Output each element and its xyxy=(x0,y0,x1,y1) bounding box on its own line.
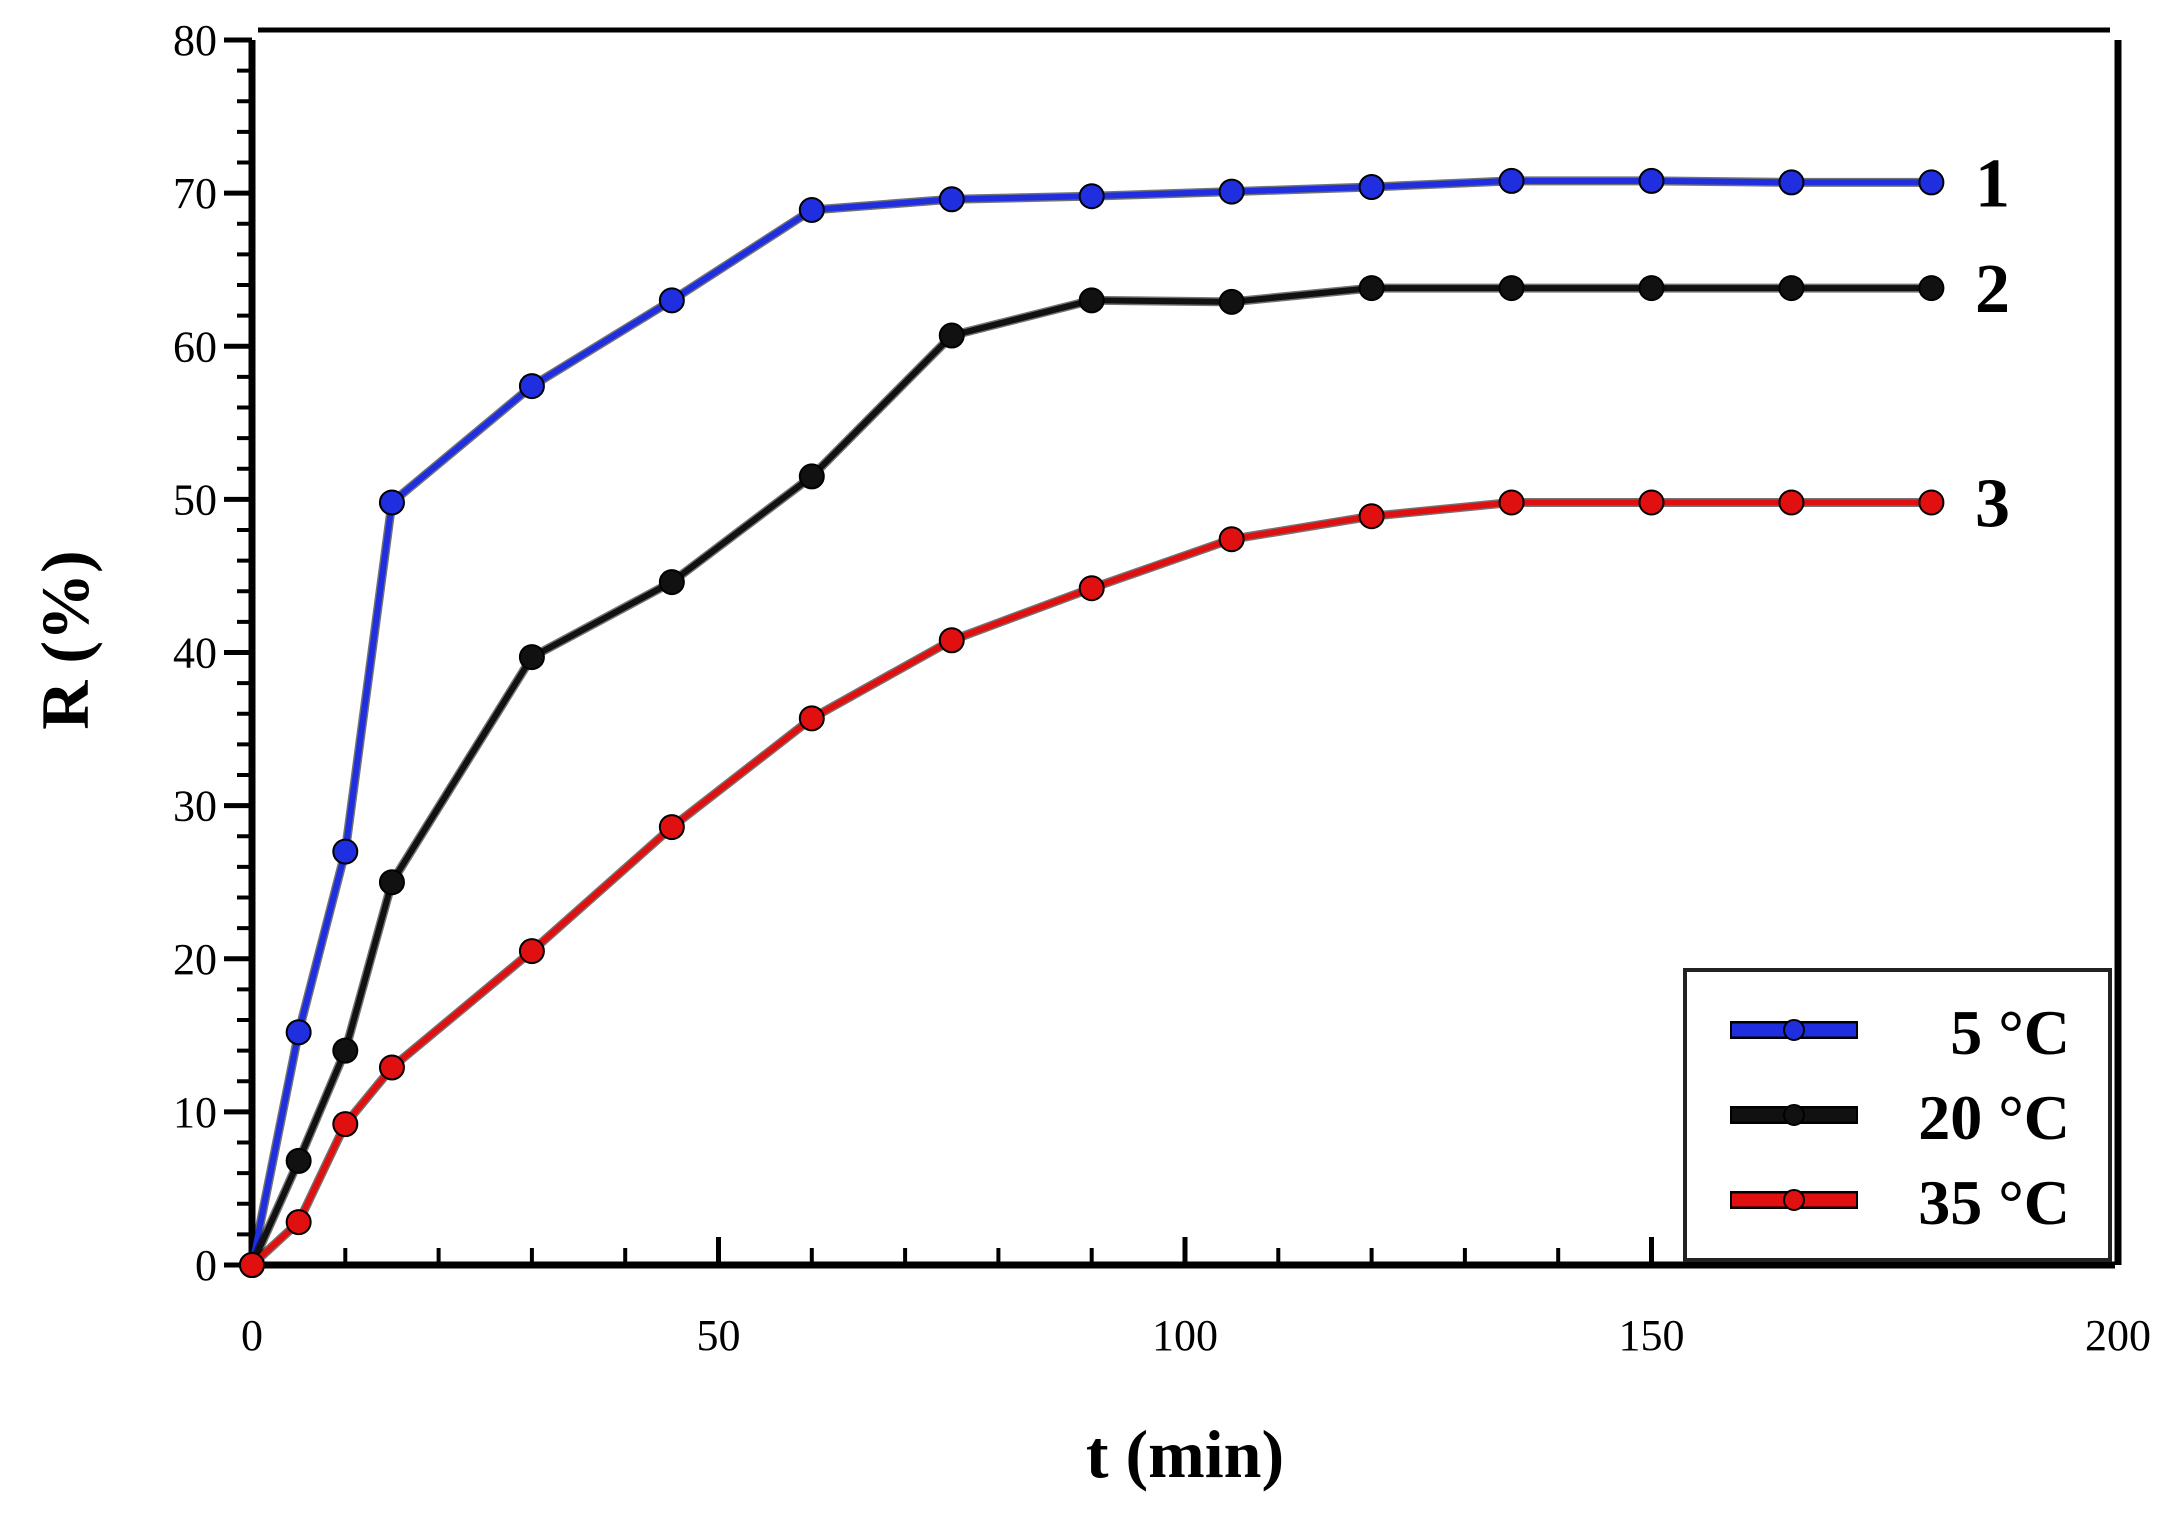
x-tick-label: 150 xyxy=(1619,1311,1685,1360)
curve-label-1: 1 xyxy=(1975,145,2010,222)
y-tick-label: 60 xyxy=(173,322,217,371)
series-layer xyxy=(239,167,1945,1278)
legend: 5 °C 20 °C 35 °C xyxy=(1683,968,2112,1262)
data-point xyxy=(518,373,545,400)
data-point xyxy=(378,1054,405,1081)
data-point xyxy=(1918,489,1945,516)
legend-entry: 5 °C xyxy=(1730,997,2070,1068)
data-point xyxy=(378,489,405,516)
y-tick-label: 40 xyxy=(173,629,217,678)
curve-labels: 1 2 3 xyxy=(1975,145,2010,542)
axis-ticks xyxy=(224,37,2121,1268)
y-tick-label: 80 xyxy=(173,16,217,65)
data-point xyxy=(798,196,825,223)
data-point xyxy=(1638,489,1665,516)
legend-marker xyxy=(1783,1019,1805,1041)
data-point xyxy=(1918,169,1945,196)
legend-label: 20 °C xyxy=(1918,1082,2070,1153)
x-tick-label: 50 xyxy=(697,1311,741,1360)
legend-marker xyxy=(1783,1189,1805,1211)
data-point xyxy=(798,463,825,490)
data-point xyxy=(1078,287,1105,314)
data-point xyxy=(1778,489,1805,516)
series-3 xyxy=(239,489,1945,1278)
y-tick-label: 70 xyxy=(173,169,217,218)
data-point xyxy=(1358,503,1385,530)
data-point xyxy=(1778,275,1805,302)
data-point xyxy=(1638,167,1665,194)
legend-entry: 35 °C xyxy=(1730,1167,2070,1238)
x-axis-title: t (min) xyxy=(1086,1416,1284,1492)
legend-marker xyxy=(1783,1104,1805,1126)
x-tick-label: 0 xyxy=(241,1311,263,1360)
data-point xyxy=(518,644,545,671)
data-point xyxy=(332,1111,359,1138)
data-point xyxy=(1078,183,1105,210)
data-point xyxy=(285,1209,312,1236)
data-point xyxy=(332,838,359,865)
legend-label: 35 °C xyxy=(1918,1167,2070,1238)
series-1 xyxy=(239,167,1945,1278)
curve-label-2: 2 xyxy=(1975,251,2010,328)
data-point xyxy=(938,186,965,213)
x-tick-label: 200 xyxy=(2085,1311,2151,1360)
data-point xyxy=(285,1147,312,1174)
x-tick-label: 100 xyxy=(1152,1311,1218,1360)
data-point xyxy=(1358,174,1385,200)
data-point xyxy=(1778,169,1805,196)
y-tick-label: 30 xyxy=(173,782,217,831)
data-point xyxy=(1498,489,1525,516)
data-point xyxy=(658,287,685,314)
legend-label: 5 °C xyxy=(1950,997,2070,1068)
data-point xyxy=(938,627,965,654)
y-tick-label: 20 xyxy=(173,935,217,984)
y-tick-label: 10 xyxy=(173,1088,217,1137)
data-point xyxy=(1218,288,1245,315)
series-2 xyxy=(239,275,1945,1278)
data-point xyxy=(798,705,825,732)
data-point xyxy=(332,1037,359,1064)
data-point xyxy=(1218,178,1245,205)
curve-label-3: 3 xyxy=(1975,465,2010,542)
data-point xyxy=(239,1252,265,1278)
data-point xyxy=(1078,575,1105,602)
data-point xyxy=(1498,167,1525,194)
data-point xyxy=(658,569,685,596)
data-point xyxy=(285,1019,312,1046)
data-point xyxy=(1218,526,1245,553)
tick-labels: 0 10 20 30 40 50 60 70 80 0 50 100 150 200 xyxy=(173,16,2151,1360)
data-point xyxy=(1918,275,1945,302)
y-axis-title: R (%) xyxy=(27,550,103,729)
data-point xyxy=(938,322,965,349)
y-tick-label: 0 xyxy=(195,1241,217,1290)
data-point xyxy=(378,869,405,896)
legend-entry: 20 °C xyxy=(1730,1082,2070,1153)
data-point xyxy=(1498,275,1525,302)
data-point xyxy=(1358,275,1385,302)
y-tick-label: 50 xyxy=(173,475,217,524)
data-point xyxy=(1638,275,1665,302)
data-point xyxy=(658,814,685,841)
data-point xyxy=(518,938,545,965)
